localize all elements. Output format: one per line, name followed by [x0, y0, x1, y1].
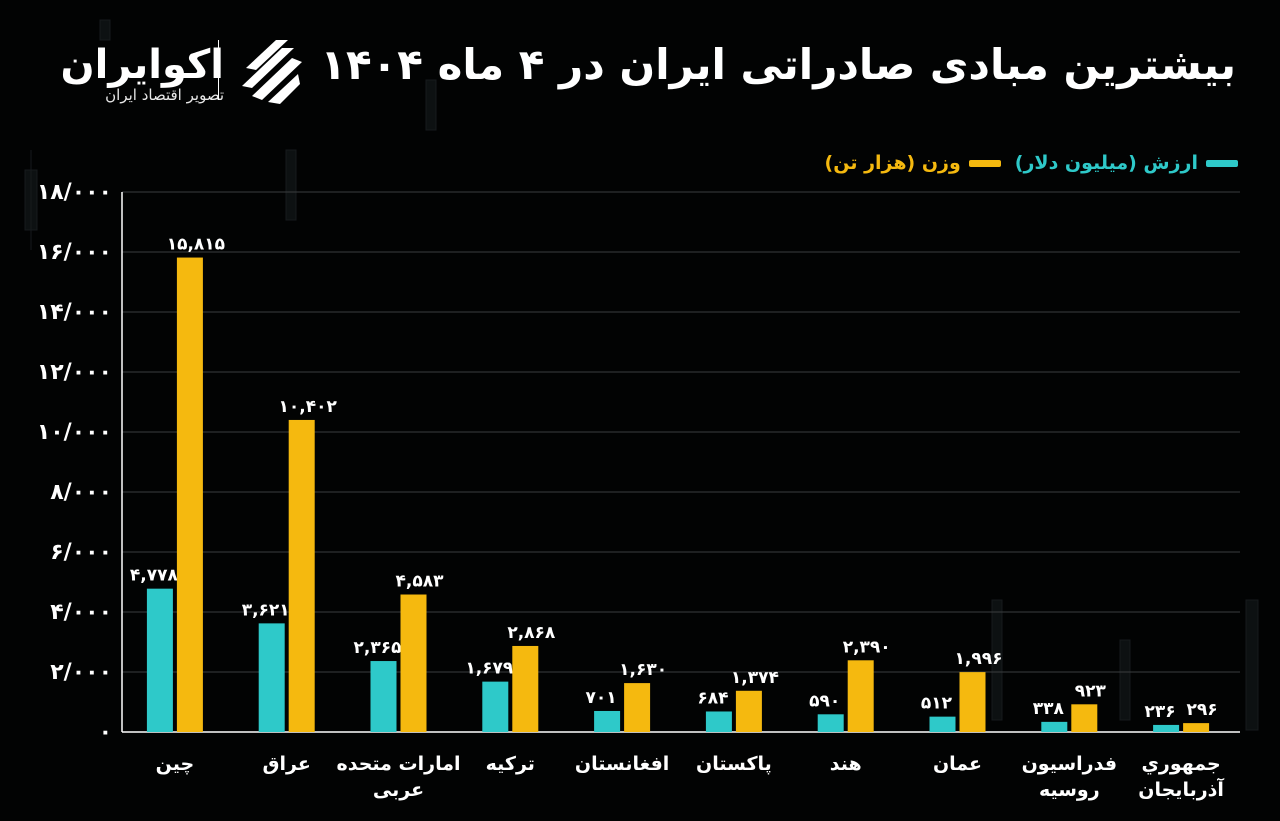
bar-weight [400, 594, 427, 732]
y-tick-label: ۸/۰۰۰ [50, 480, 112, 505]
data-label: ۹۲۳ [1075, 681, 1107, 701]
x-tick-label: پاکستان [696, 753, 772, 775]
bar-weight [176, 257, 203, 732]
bar-value [594, 710, 621, 732]
bar-value [929, 716, 956, 732]
data-label: ۳,۶۲۱ [242, 600, 290, 620]
y-tick-label: ۱۶/۰۰۰ [37, 240, 112, 265]
y-tick-label: ۱۸/۰۰۰ [37, 180, 112, 205]
data-label: ۶۸۴ [697, 688, 728, 708]
x-tick-label: افغانستان [575, 753, 669, 775]
bar-value [370, 661, 397, 732]
bar-weight [959, 672, 986, 732]
data-label: ۵۹۰ [809, 691, 840, 711]
legend: ارزش (میلیون دلار) وزن (هزار تن) [825, 152, 1238, 174]
x-tick-label: ترکیه [486, 753, 535, 775]
x-tick-label: عمان [933, 753, 982, 775]
data-label: ۱,۶۷۹ [465, 659, 514, 679]
data-label: ۱,۶۳۰ [619, 660, 667, 680]
bar-weight [847, 660, 874, 732]
bar-weight [624, 683, 651, 732]
data-label: ۲,۳۶۵ [354, 638, 402, 658]
x-tick-label: آذربایجان [1138, 777, 1224, 801]
bar-weight [1183, 723, 1210, 732]
data-label: ۱,۳۷۴ [731, 668, 779, 688]
data-label: ۱۰,۴۰۲ [279, 397, 338, 417]
x-tick-label: هند [830, 753, 862, 775]
y-tick-label: ۴/۰۰۰ [50, 600, 112, 625]
bar-weight [1071, 704, 1098, 732]
data-label: ۱,۹۹۶ [955, 649, 1003, 669]
legend-label-weight: وزن (هزار تن) [824, 152, 961, 174]
x-tick-label: روسیه [1039, 779, 1100, 801]
y-tick-label: ۱۲/۰۰۰ [37, 360, 112, 385]
bar-weight [512, 645, 539, 732]
x-tick-label: چین [156, 753, 195, 775]
x-tick-label: فدراسیون [1022, 753, 1117, 775]
y-tick-label: ۱۴/۰۰۰ [37, 300, 112, 325]
logo-name: اکوایران [60, 42, 224, 88]
data-label: ۲۹۶ [1187, 700, 1218, 720]
data-label: ۲,۳۹۰ [843, 637, 891, 657]
y-tick-label: ۶/۰۰۰ [50, 540, 112, 565]
data-label: ۲۳۶ [1145, 702, 1176, 722]
bar-weight [735, 690, 762, 732]
logo: اکوایران تصویر اقتصاد ایران [50, 30, 320, 110]
x-tick-label: جمهوري [1141, 753, 1220, 776]
legend-swatch-value [1206, 159, 1238, 167]
bar-value [705, 711, 732, 732]
legend-label-value: ارزش (میلیون دلار) [1014, 152, 1198, 174]
chart-title: بیشترین مبادی صادراتی ایران در ۴ ماه ۱۴۰… [320, 40, 1236, 89]
data-label: ۴,۷۷۸ [130, 566, 179, 586]
x-tick-label: عربی [373, 779, 424, 801]
bar-weight [288, 419, 315, 732]
ecoiran-logo-icon [242, 40, 302, 104]
bar-value [146, 588, 173, 732]
legend-swatch-weight [968, 159, 1001, 167]
data-label: ۳۳۸ [1033, 699, 1065, 719]
logo-subtitle: تصویر اقتصاد ایران [105, 86, 224, 104]
x-tick-label: عراق [263, 753, 311, 775]
y-tick-label: ۰ [99, 720, 112, 745]
data-label: ۷۰۱ [586, 688, 617, 708]
data-label: ۵۱۲ [921, 694, 953, 714]
bar-value [817, 714, 844, 732]
bar-value [1041, 721, 1068, 732]
y-tick-label: ۱۰/۰۰۰ [37, 420, 112, 445]
data-label: ۴,۵۸۳ [396, 572, 445, 592]
bar-value [1153, 724, 1180, 732]
bar-value [482, 681, 509, 732]
logo-divider [218, 40, 219, 100]
data-label: ۲,۸۶۸ [507, 623, 556, 643]
x-tick-label: امارات متحده [337, 753, 461, 775]
y-tick-label: ۲/۰۰۰ [50, 660, 112, 685]
data-label: ۱۵,۸۱۵ [167, 235, 225, 255]
legend-item-value: ارزش (میلیون دلار) [1015, 152, 1238, 174]
bar-value [258, 623, 285, 732]
legend-item-weight: وزن (هزار تن) [825, 152, 1001, 174]
